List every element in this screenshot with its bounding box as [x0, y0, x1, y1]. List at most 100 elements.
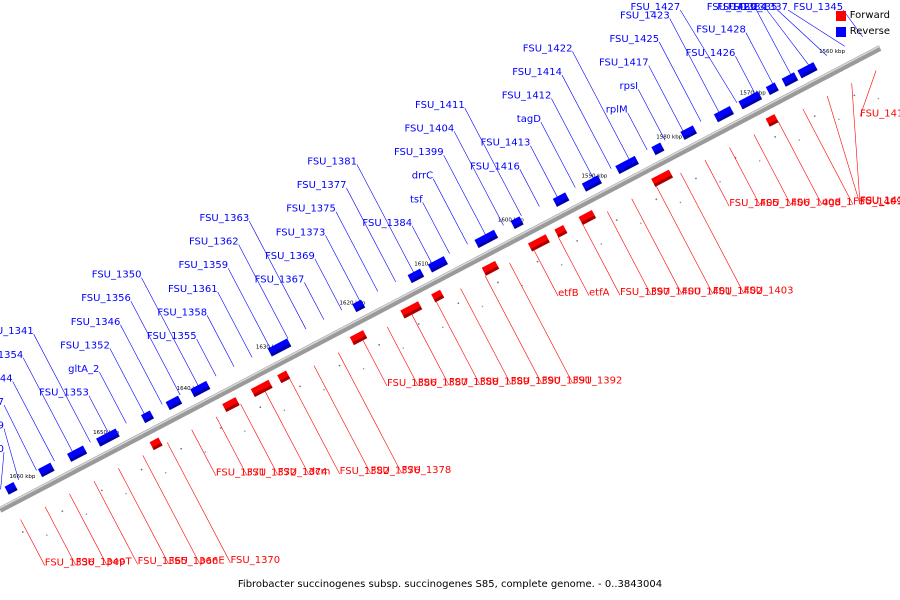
- gene-label: FSU_1371: [216, 468, 266, 479]
- reverse-gene-block: [510, 216, 524, 230]
- gene-leader-line: [648, 65, 684, 132]
- gene-leader-line: [166, 442, 231, 564]
- reverse-gene-block: [651, 142, 665, 156]
- reverse-gene-block: [738, 91, 763, 110]
- gene-leader-line: [530, 145, 558, 198]
- gene-leader-line: [551, 98, 594, 179]
- position-marker: [46, 534, 48, 536]
- axis-band: [0, 45, 882, 513]
- gene-label: FSU_1404: [404, 123, 454, 134]
- gene-label: panE: [200, 555, 225, 566]
- position-marker: [244, 430, 246, 432]
- gene-leader-line: [484, 275, 543, 384]
- gene-leader-line: [842, 9, 863, 37]
- position-marker: [877, 97, 880, 100]
- gene-label: FSU_1335: [728, 2, 778, 13]
- gene-label: FSU_1367: [255, 274, 305, 285]
- position-marker: [442, 326, 444, 328]
- position-marker: [417, 323, 420, 325]
- gene-label: FSU_1416: [470, 161, 520, 172]
- gene-label: FSU_1392: [573, 375, 623, 386]
- reverse-gene-block: [4, 482, 18, 495]
- position-marker: [362, 367, 365, 370]
- gene-label: etfA: [589, 288, 610, 299]
- gene-leader-line: [109, 348, 145, 415]
- scale-tick-label: 1640 kbp: [177, 386, 203, 392]
- gene-leader-line: [191, 429, 217, 476]
- gene-label: FSU_1408: [791, 197, 841, 208]
- position-marker: [719, 180, 721, 183]
- position-marker: [85, 513, 88, 516]
- gene-label: FSU_1357: [0, 397, 4, 408]
- gene-label: FSU_1355: [147, 331, 197, 342]
- gene-label: gltA_2: [68, 364, 99, 375]
- gene-leader-line: [217, 291, 253, 358]
- position-marker: [140, 468, 143, 471]
- gene-leader-line: [118, 468, 169, 564]
- gene-leader-line: [141, 277, 199, 386]
- forward-gene-block: [149, 437, 163, 451]
- position-marker: [125, 492, 127, 495]
- position-marker: [402, 347, 405, 349]
- gene-label: FSU_1378: [402, 465, 452, 476]
- reverse-gene-block: [267, 338, 292, 357]
- reverse-swatch: [835, 27, 846, 37]
- gene-label: FSU_1388: [449, 377, 499, 388]
- gene-label: FSU_1353: [39, 388, 89, 399]
- gene-leader-line: [435, 301, 481, 385]
- scale-tick-label: 1660 kbp: [9, 474, 35, 480]
- gene-leader-line: [338, 352, 402, 474]
- forward-gene-block: [554, 225, 568, 238]
- gene-label: FSU_1358: [157, 307, 207, 318]
- gene-label: FSU_1341: [0, 326, 34, 337]
- gene-label: FSU_1345: [793, 2, 843, 13]
- map-caption: Fibrobacter succinogenes subsp. succinog…: [237, 579, 663, 590]
- gene-leader-line: [540, 121, 576, 188]
- reverse-gene-block: [190, 380, 211, 398]
- gene-leader-line: [264, 391, 309, 475]
- gene-label: FSU_1399: [394, 147, 444, 158]
- gene-label: FSU_1363: [200, 213, 250, 224]
- gene-label: FSU_1349: [76, 557, 126, 568]
- position-marker: [695, 177, 697, 180]
- gene-leader-line: [88, 395, 109, 433]
- reverse-gene-block: [140, 410, 155, 424]
- gene-leader-line: [120, 324, 163, 405]
- gene-leader-line: [20, 519, 46, 566]
- gene-leader-line: [679, 9, 738, 103]
- gene-leader-line: [558, 237, 590, 296]
- gene-label: FSU_1412: [502, 91, 552, 102]
- scale-tick-label: 1570 kbp: [740, 90, 766, 96]
- gene-label: FSU_1406: [760, 198, 810, 209]
- position-marker: [679, 201, 682, 204]
- forward-gene-block: [222, 397, 240, 413]
- position-marker: [774, 136, 777, 138]
- gene-label: FSU_1418: [860, 196, 900, 207]
- scale-tick-label: 1650 kbp: [93, 430, 119, 436]
- gene-leader-line: [658, 41, 702, 122]
- scale-tick-label: 1600 kbp: [498, 217, 524, 223]
- reverse-gene-block: [781, 72, 799, 87]
- gene-label: FSU_1382: [340, 466, 390, 477]
- gene-label: FSU_1354: [0, 350, 23, 361]
- forward-gene-block: [400, 301, 423, 319]
- gene-label: FSU_1400: [651, 287, 701, 298]
- gene-leader-line: [248, 220, 307, 330]
- gene-leader-line: [735, 56, 756, 94]
- gene-label: FSU_1334: [717, 2, 767, 13]
- gene-leader-line: [99, 371, 127, 424]
- gene-label: FSU_1414: [512, 67, 562, 78]
- gene-leader-line: [802, 108, 854, 205]
- gene-label: FSU_1356: [81, 293, 131, 304]
- reverse-gene-block: [615, 155, 639, 175]
- gene-label: FSU_1423: [620, 10, 670, 21]
- gene-leader-line: [33, 334, 91, 443]
- gene-leader-line: [519, 169, 540, 207]
- gene-label: FSU_1375: [286, 204, 336, 215]
- gene-label: FSU_1372: [247, 467, 297, 478]
- scale-tick-label: 1580 kbp: [656, 134, 682, 140]
- gene-leader-line: [509, 262, 573, 384]
- gene-label: FSU_1373: [276, 227, 326, 238]
- position-marker: [481, 305, 484, 308]
